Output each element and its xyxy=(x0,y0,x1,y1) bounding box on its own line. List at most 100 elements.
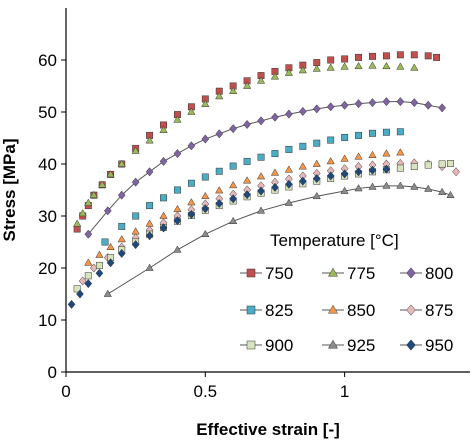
data-point xyxy=(98,180,107,188)
data-point xyxy=(368,165,377,175)
series-850 xyxy=(84,148,405,266)
data-point xyxy=(106,242,115,251)
data-point xyxy=(355,131,363,139)
data-point xyxy=(243,157,251,165)
data-point xyxy=(446,190,455,199)
data-point xyxy=(298,106,307,117)
x-tick-label: 1 xyxy=(340,382,349,401)
x-tick-label: 0.5 xyxy=(193,382,217,401)
data-point xyxy=(146,202,154,210)
data-point xyxy=(145,231,154,241)
y-tick-label: 0 xyxy=(48,363,57,382)
legend-label: 800 xyxy=(425,264,453,283)
data-point xyxy=(84,229,93,239)
series-925 xyxy=(103,181,455,297)
legend-item: 850 xyxy=(322,301,375,320)
data-point xyxy=(312,159,321,167)
data-point xyxy=(369,129,376,137)
legend: Temperature [°C] 750 775 800 825 850 875 900 92… xyxy=(240,231,453,355)
data-point xyxy=(368,182,377,190)
data-point xyxy=(298,162,307,170)
data-point xyxy=(95,250,104,258)
legend-marker xyxy=(246,268,256,278)
data-point xyxy=(368,150,377,158)
data-point xyxy=(396,128,404,136)
data-point xyxy=(229,86,238,95)
data-point xyxy=(159,125,168,134)
series-750 xyxy=(73,51,441,233)
data-point xyxy=(410,182,419,190)
data-point xyxy=(313,139,321,147)
data-point xyxy=(173,115,182,123)
data-point xyxy=(101,238,109,246)
data-point xyxy=(187,209,196,219)
data-point xyxy=(340,186,349,194)
data-point xyxy=(187,179,195,187)
data-point xyxy=(229,162,237,170)
data-point xyxy=(73,219,82,227)
data-point xyxy=(78,209,87,217)
data-point xyxy=(271,150,279,158)
data-point xyxy=(173,216,182,226)
data-point xyxy=(410,163,418,171)
legend-marker xyxy=(246,340,256,350)
data-point xyxy=(84,198,93,206)
data-point xyxy=(382,52,390,60)
legend-item: 925 xyxy=(322,336,375,355)
plot-area xyxy=(67,51,460,309)
data-point xyxy=(438,160,446,168)
data-point xyxy=(271,112,279,122)
data-point xyxy=(131,227,140,235)
data-point xyxy=(340,100,349,110)
data-point xyxy=(354,61,363,70)
data-point xyxy=(187,198,196,206)
data-point xyxy=(103,206,112,216)
data-point xyxy=(243,119,251,130)
data-point xyxy=(215,92,224,100)
data-point xyxy=(215,129,224,139)
x-axis-title: Effective strain [-] xyxy=(196,420,340,439)
data-point xyxy=(284,68,294,76)
data-point xyxy=(173,186,181,194)
data-point xyxy=(173,149,182,159)
legend-label: 925 xyxy=(347,336,375,355)
data-point xyxy=(396,181,405,189)
data-point xyxy=(326,157,335,165)
y-tick-label: 10 xyxy=(38,311,57,330)
data-point xyxy=(341,134,349,141)
data-point xyxy=(256,206,266,214)
data-point xyxy=(73,285,81,293)
data-point xyxy=(187,107,196,115)
legend-label: 950 xyxy=(425,336,453,355)
data-point xyxy=(312,191,321,200)
data-point xyxy=(433,53,441,61)
data-point xyxy=(229,180,238,189)
data-point xyxy=(285,179,293,189)
legend-marker xyxy=(246,305,256,315)
data-point xyxy=(145,167,154,177)
y-tick-label: 30 xyxy=(38,207,57,226)
y-tick-label: 60 xyxy=(38,51,57,70)
series-775 xyxy=(73,61,419,227)
data-point xyxy=(424,161,432,169)
data-point xyxy=(284,198,294,206)
legend-item: 775 xyxy=(322,264,375,283)
data-point xyxy=(368,61,377,69)
data-point xyxy=(270,168,280,176)
data-point xyxy=(424,100,433,110)
legend-label: 850 xyxy=(347,301,375,320)
legend-item: 750 xyxy=(240,264,293,283)
data-point xyxy=(229,216,238,225)
data-point xyxy=(326,171,335,181)
data-point xyxy=(284,165,294,173)
data-point xyxy=(201,229,210,238)
data-point xyxy=(396,148,405,156)
legend-marker xyxy=(406,267,416,279)
legend-label: 825 xyxy=(265,301,293,320)
data-point xyxy=(106,170,115,178)
data-point xyxy=(340,62,349,70)
data-point xyxy=(410,98,419,108)
legend-label: 900 xyxy=(265,336,293,355)
data-point xyxy=(354,167,363,177)
data-point xyxy=(354,152,363,160)
